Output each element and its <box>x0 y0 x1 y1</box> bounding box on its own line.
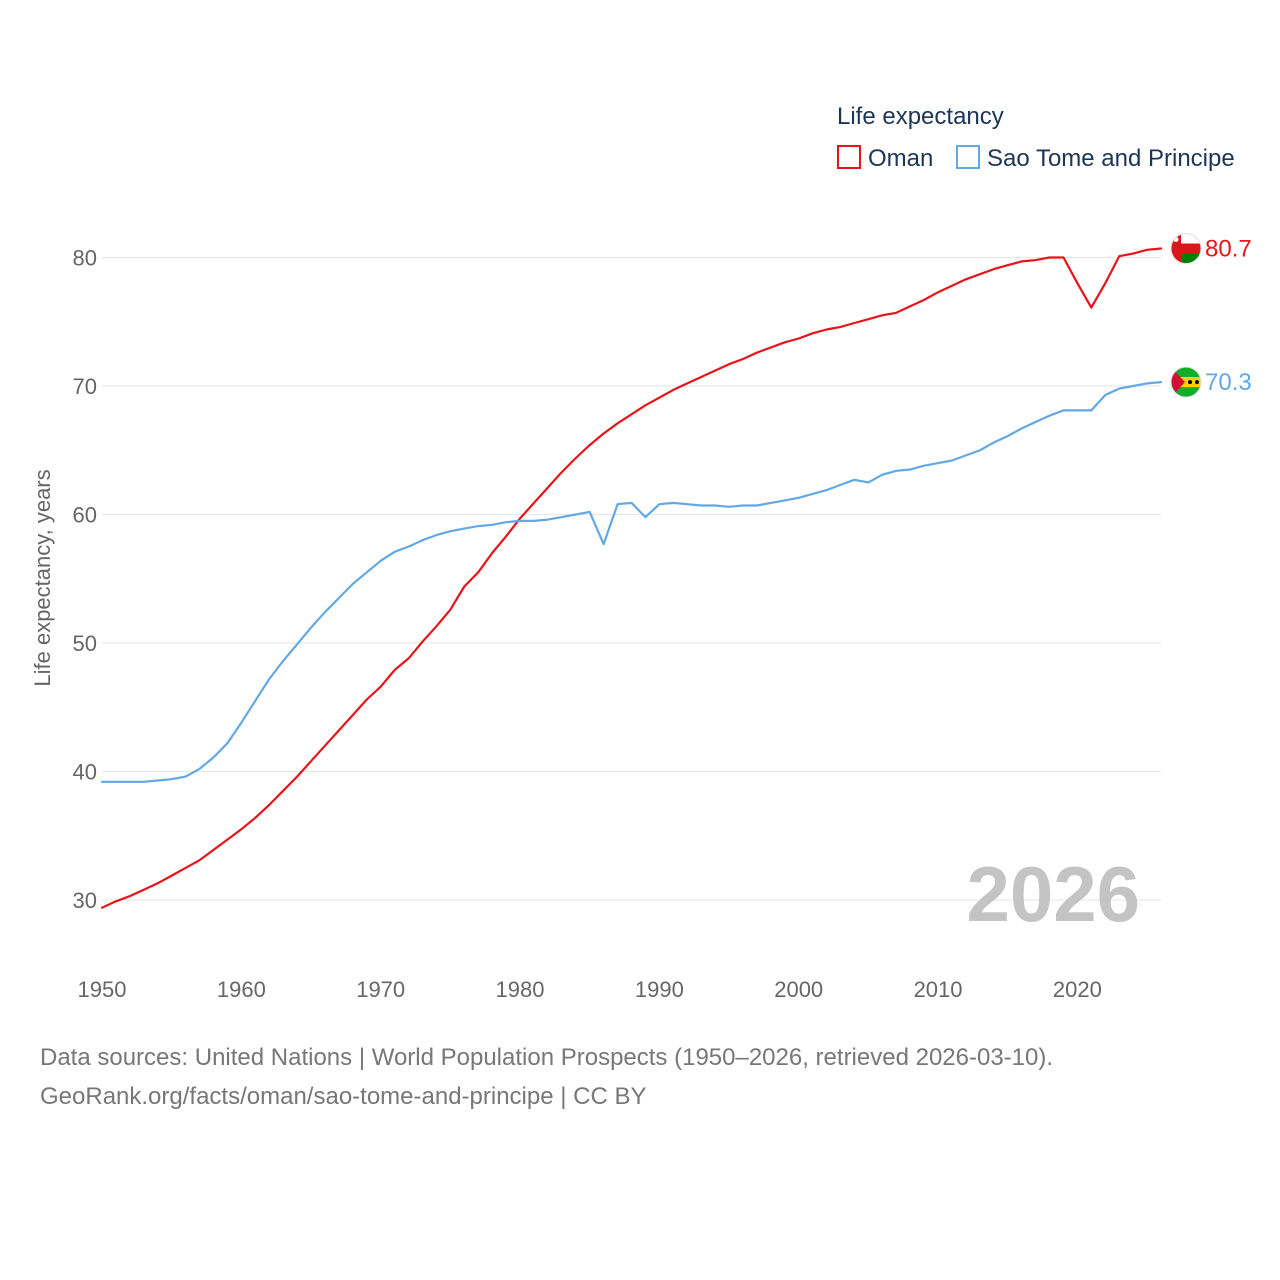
gridlines <box>102 257 1161 901</box>
legend-label-sao-tome: Sao Tome and Principe <box>987 145 1235 172</box>
y-tick-label-70: 70 <box>73 374 97 399</box>
legend-label-oman: Oman <box>868 145 933 172</box>
x-axis-ticks: 1950 1960 1970 1980 1990 2000 2010 2020 <box>78 977 1102 1002</box>
x-tick-label-1970: 1970 <box>356 977 405 1002</box>
x-tick-label-1950: 1950 <box>78 977 127 1002</box>
y-tick-label-40: 40 <box>73 760 97 785</box>
x-tick-label-2010: 2010 <box>914 977 963 1002</box>
series-line-sao-tome <box>100 381 1163 783</box>
legend-swatch-sao-tome <box>956 145 980 169</box>
x-tick-label-1980: 1980 <box>496 977 545 1002</box>
series-end-markers: 80.7 70.3 <box>1205 236 1252 397</box>
source-line-2[interactable]: GeoRank.org/facts/oman/sao-tome-and-prin… <box>40 1083 647 1110</box>
series-line-oman <box>100 247 1163 909</box>
x-tick-label-2020: 2020 <box>1053 977 1102 1002</box>
oman-flag-icon <box>1170 233 1202 264</box>
source-line-1: Data sources: United Nations | World Pop… <box>40 1044 1054 1071</box>
end-value-label-sao-tome: 70.3 <box>1205 369 1252 396</box>
legend-title: Life expectancy <box>837 103 1004 130</box>
series-lines <box>100 247 1163 909</box>
legend-item-sao-tome[interactable]: Sao Tome and Principe <box>956 145 1235 172</box>
line-chart: 30 40 50 60 70 80 1950 1960 1970 1980 1990 2000 201… <box>30 103 1252 1002</box>
y-axis-ticks: 30 40 50 60 70 80 <box>73 246 97 914</box>
y-tick-label-30: 30 <box>73 888 97 913</box>
x-tick-label-1990: 1990 <box>635 977 684 1002</box>
sao-tome-flag-icon <box>1170 366 1202 398</box>
y-tick-label-50: 50 <box>73 631 97 656</box>
legend-item-oman[interactable]: Oman <box>837 145 933 172</box>
legend: Life expectancy Oman Sao Tome and Princi… <box>837 103 1235 172</box>
current-year-label: 2026 <box>966 850 1140 938</box>
y-tick-label-80: 80 <box>73 246 97 271</box>
y-axis-title: Life expectancy, years <box>30 469 55 686</box>
end-value-label-oman: 80.7 <box>1205 236 1252 263</box>
legend-swatch-oman <box>837 145 861 169</box>
y-tick-label-60: 60 <box>73 503 97 528</box>
x-tick-label-1960: 1960 <box>217 977 266 1002</box>
x-tick-label-2000: 2000 <box>774 977 823 1002</box>
